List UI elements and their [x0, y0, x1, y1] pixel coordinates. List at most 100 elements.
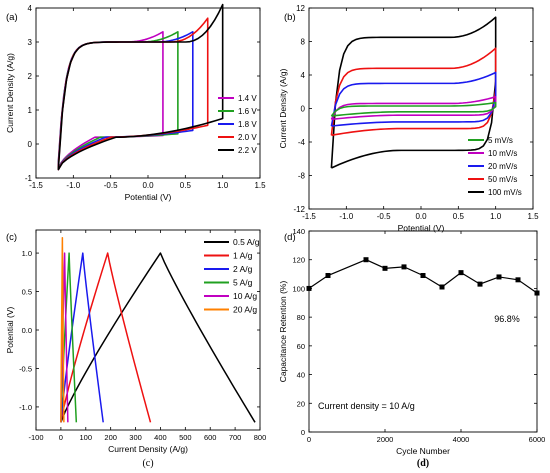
series-line [60, 252, 256, 423]
legend-label: 5 A/g [233, 278, 253, 288]
legend-label: 1 A/g [233, 251, 253, 261]
x-tick-label: 500 [179, 433, 192, 442]
x-tick-label: 1.0 [490, 212, 502, 221]
final-value-annotation: 96.8% [494, 314, 520, 324]
y-tick-label: 4 [28, 4, 33, 13]
series-line [330, 101, 497, 117]
x-tick-label: 0.5 [453, 212, 465, 221]
panel-label: (b) [284, 12, 296, 23]
series-line [330, 16, 497, 169]
panel-label: (d) [284, 232, 296, 243]
series-line [308, 259, 538, 294]
y-tick-label: -0.5 [19, 364, 32, 373]
y-tick-label: -8 [298, 172, 306, 181]
y-tick-label: -1 [25, 174, 33, 183]
x-tick-label: 600 [204, 433, 217, 442]
x-tick-label: -0.5 [104, 181, 118, 190]
legend-label: 1.4 V [238, 94, 257, 103]
y-axis-label: Potential (V) [5, 306, 15, 353]
y-axis-label: Capacitance Retention (%) [278, 281, 288, 383]
y-tick-label: 1 [28, 106, 33, 115]
data-point [401, 264, 407, 270]
x-tick-label: 1.5 [527, 212, 539, 221]
y-tick-label: 60 [297, 342, 305, 351]
plot-frame [308, 230, 538, 433]
data-point [420, 273, 426, 279]
y-tick-label: 100 [292, 284, 305, 293]
panel-caption: (c) [142, 458, 153, 469]
data-point [382, 265, 388, 271]
y-tick-label: -1.0 [19, 403, 32, 412]
current-density-annotation: Current density = 10 A/g [318, 401, 415, 411]
legend-label: 2.2 V [238, 146, 257, 155]
data-point [363, 257, 369, 263]
x-tick-label: 0 [59, 433, 63, 442]
data-point [325, 273, 331, 279]
x-tick-label: -1.0 [339, 212, 353, 221]
legend-label: 10 A/g [233, 291, 257, 301]
y-tick-label: 0 [301, 428, 305, 437]
series-line [57, 3, 224, 171]
data-point [496, 274, 502, 280]
x-tick-label: 1.0 [217, 181, 229, 190]
chart-a: -1.5 -1.0 -0.5 0.0 0.5 1.0 1.5 -1 0 1 2 3 4 Potential… [5, 3, 266, 202]
data-point [458, 270, 464, 276]
y-tick-label: 0.5 [22, 288, 32, 297]
x-tick-label: 400 [154, 433, 167, 442]
series-line [330, 47, 497, 137]
y-tick-label: -4 [298, 138, 306, 147]
y-tick-label: 12 [296, 4, 305, 13]
y-tick-label: 3 [28, 38, 33, 47]
data-point [477, 281, 483, 287]
x-axis-label: Cycle Number [396, 446, 450, 456]
panel-label: (c) [6, 232, 17, 243]
legend-label: 10 mV/s [488, 149, 517, 158]
y-axis-label: Current Density (A/g) [5, 53, 15, 133]
chart-d: 0 2000 4000 6000 0 20 40 60 80 100 120 140 Cycle Num… [278, 227, 545, 469]
x-axis-label: Potential (V) [398, 223, 445, 233]
panel-label: (a) [6, 12, 18, 23]
data-point [534, 290, 540, 296]
x-tick-label: 0.5 [180, 181, 192, 190]
x-tick-label: 300 [129, 433, 142, 442]
x-tick-label: 6000 [529, 435, 546, 444]
legend-label: 1.6 V [238, 107, 257, 116]
legend-label: 2.0 V [238, 133, 257, 142]
series-line [60, 252, 104, 423]
y-tick-label: 0 [28, 140, 33, 149]
y-tick-label: 120 [292, 256, 305, 265]
plot-frame [35, 7, 261, 179]
series-line [330, 95, 497, 121]
y-tick-label: 40 [297, 371, 305, 380]
y-tick-label: 0 [301, 105, 306, 114]
data-point [515, 277, 521, 283]
legend-label: 5 mV/s [488, 136, 513, 145]
legend-label: 50 mV/s [488, 175, 517, 184]
legend-label: 1.8 V [238, 120, 257, 129]
y-tick-label: 0.0 [22, 326, 32, 335]
series-line [60, 252, 69, 423]
series-line [330, 71, 497, 127]
x-tick-label: 2000 [377, 435, 394, 444]
x-tick-label: 200 [104, 433, 117, 442]
x-tick-label: 0.0 [415, 212, 427, 221]
x-tick-label: 800 [254, 433, 267, 442]
x-tick-label: 0 [307, 435, 311, 444]
x-tick-label: -100 [28, 433, 43, 442]
y-tick-label: 1.0 [22, 249, 32, 258]
legend-label: 0.5 A/g [233, 237, 260, 247]
x-tick-label: -1.0 [66, 181, 80, 190]
series-line [60, 252, 152, 423]
y-tick-label: 20 [297, 399, 305, 408]
x-axis-label: Potential (V) [125, 192, 172, 202]
x-tick-label: 4000 [453, 435, 470, 444]
y-tick-label: 140 [292, 227, 305, 236]
legend-label: 20 A/g [233, 305, 257, 315]
x-tick-label: -1.5 [302, 212, 316, 221]
y-axis-label: Current Density (A/g) [278, 68, 288, 148]
y-tick-label: 8 [301, 38, 306, 47]
x-tick-label: -1.5 [29, 181, 43, 190]
y-tick-label: 4 [301, 71, 306, 80]
x-tick-label: 1.5 [254, 181, 266, 190]
